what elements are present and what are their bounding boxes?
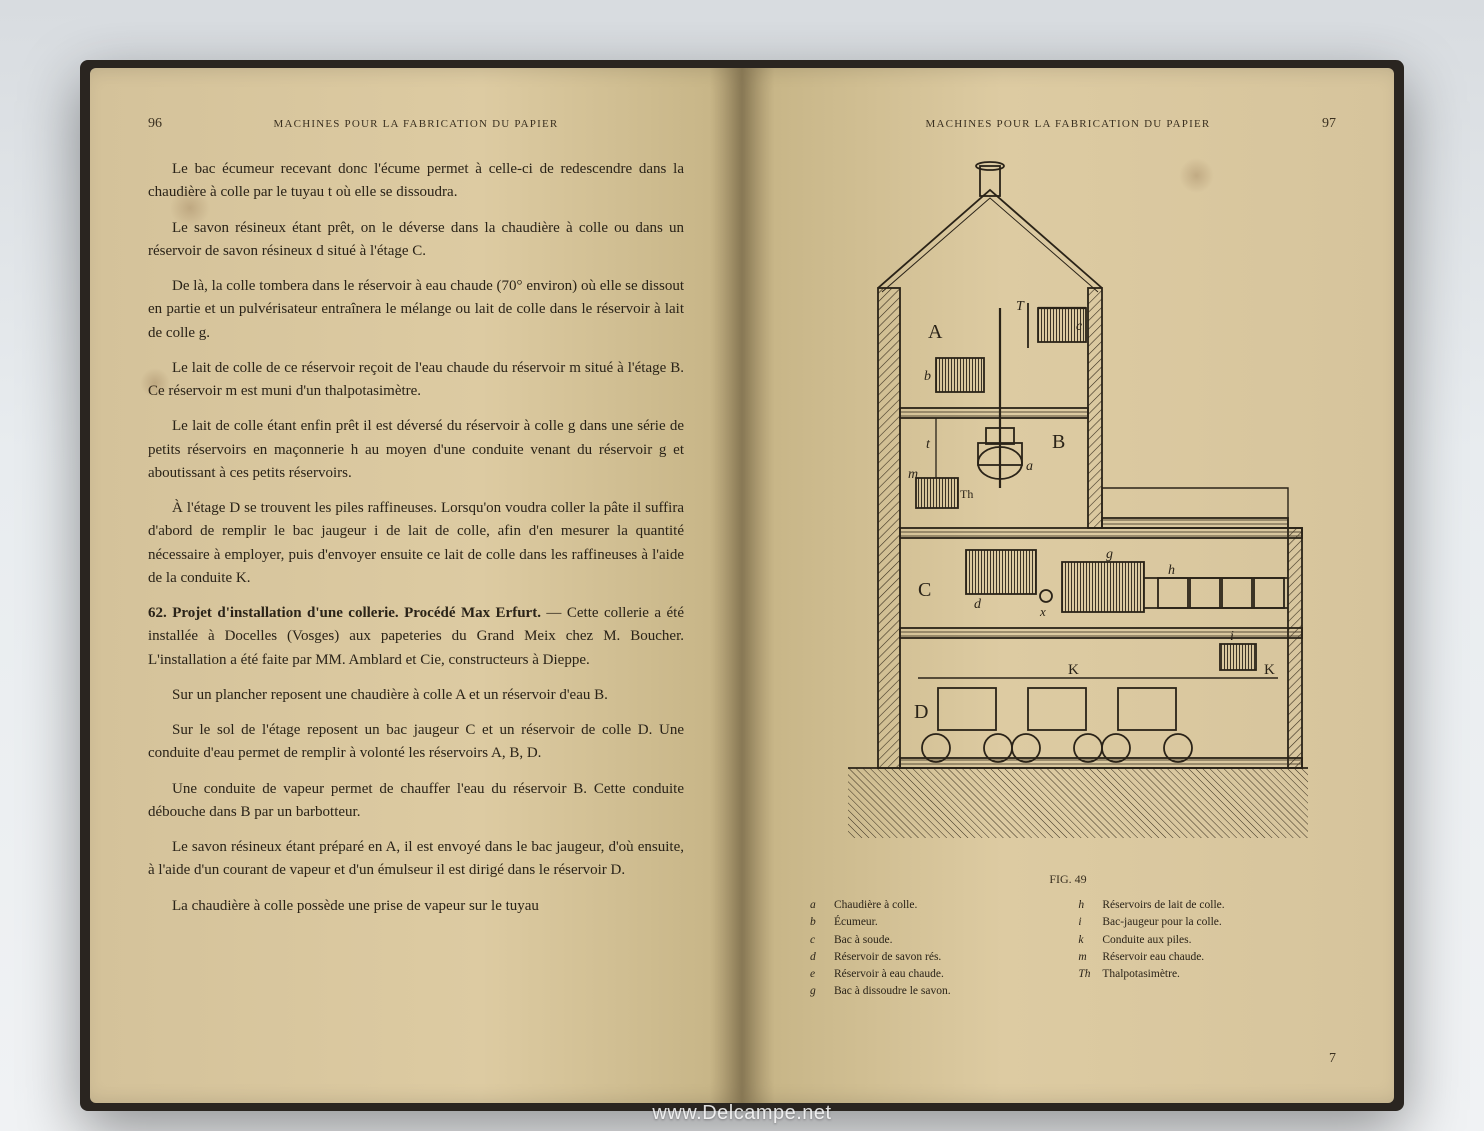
paragraph: Sur un plancher reposent une chaudière à… [148,684,684,707]
svg-text:i: i [1230,629,1234,644]
figure-container: T b a m Th [800,158,1336,858]
paragraph: Le lait de colle de ce réservoir reçoit … [148,357,684,404]
paragraph: Le savon résineux étant préparé en A, il… [148,836,684,883]
left-page-number: 96 [148,116,162,132]
legend-item: kConduite aux piles. [1078,932,1326,949]
svg-text:D: D [914,701,928,723]
svg-text:b: b [924,369,931,384]
building-cross-section-diagram: T b a m Th [818,158,1318,858]
right-running-header: MACHINES POUR LA FABRICATION DU PAPIER [800,118,1336,130]
svg-text:t: t [926,437,931,452]
section-paragraph: 62. Projet d'installation d'une collerie… [148,602,684,672]
legend-item: hRéservoirs de lait de colle. [1078,897,1326,914]
legend-item: cBac à soude. [810,932,1058,949]
figure-caption: FIG. 49 [800,872,1336,887]
paragraph: De là, la colle tombera dans le réservoi… [148,275,684,345]
svg-text:c: c [1076,319,1083,334]
svg-text:d: d [974,597,982,612]
legend-item: eRéservoir à eau chaude. [810,966,1058,983]
signature-mark: 7 [1329,1051,1336,1067]
section-number: 62. [148,605,167,621]
paragraph: Le lait de colle étant enfin prêt il est… [148,415,684,485]
legend-item: bÉcumeur. [810,914,1058,931]
paragraph: Le savon résineux étant prêt, on le déve… [148,217,684,264]
open-book: 96 MACHINES POUR LA FABRICATION DU PAPIE… [90,68,1394,1103]
legend-right-col: hRéservoirs de lait de colle. iBac-jauge… [1078,897,1326,1001]
svg-text:B: B [1052,431,1065,453]
right-page: 97 MACHINES POUR LA FABRICATION DU PAPIE… [742,68,1394,1103]
svg-text:A: A [928,321,943,343]
left-running-header: MACHINES POUR LA FABRICATION DU PAPIER [148,118,684,130]
svg-text:a: a [1026,459,1033,474]
svg-text:g: g [1106,547,1113,562]
watermark: www.Delcampe.net [0,1102,1484,1125]
paragraph: Sur le sol de l'étage reposent un bac ja… [148,719,684,766]
left-body-text: Le bac écumeur recevant donc l'écume per… [148,158,684,918]
svg-text:Th: Th [960,487,973,501]
svg-text:T: T [1016,299,1025,314]
legend-item: dRéservoir de savon rés. [810,949,1058,966]
svg-text:m: m [908,467,918,482]
left-page: 96 MACHINES POUR LA FABRICATION DU PAPIE… [90,68,742,1103]
section-title: Projet d'installation d'une collerie. Pr… [172,605,541,621]
paragraph: Une conduite de vapeur permet de chauffe… [148,778,684,825]
svg-text:h: h [1168,563,1175,578]
legend-item: ThThalpotasimètre. [1078,966,1326,983]
legend-item: aChaudière à colle. [810,897,1058,914]
figure-legend: aChaudière à colle. bÉcumeur. cBac à sou… [800,897,1336,1001]
paragraph: Le bac écumeur recevant donc l'écume per… [148,158,684,205]
legend-item: mRéservoir eau chaude. [1078,949,1326,966]
svg-text:K: K [1264,662,1275,678]
svg-text:x: x [1039,604,1046,619]
paragraph: La chaudière à colle possède une prise d… [148,895,684,918]
right-page-number: 97 [1322,116,1336,132]
legend-item: gBac à dissoudre le savon. [810,983,1058,1000]
legend-left-col: aChaudière à colle. bÉcumeur. cBac à sou… [810,897,1058,1001]
svg-text:K: K [1068,662,1079,678]
svg-text:C: C [918,579,931,601]
legend-item: iBac-jaugeur pour la colle. [1078,914,1326,931]
paragraph: À l'étage D se trouvent les piles raffin… [148,497,684,590]
